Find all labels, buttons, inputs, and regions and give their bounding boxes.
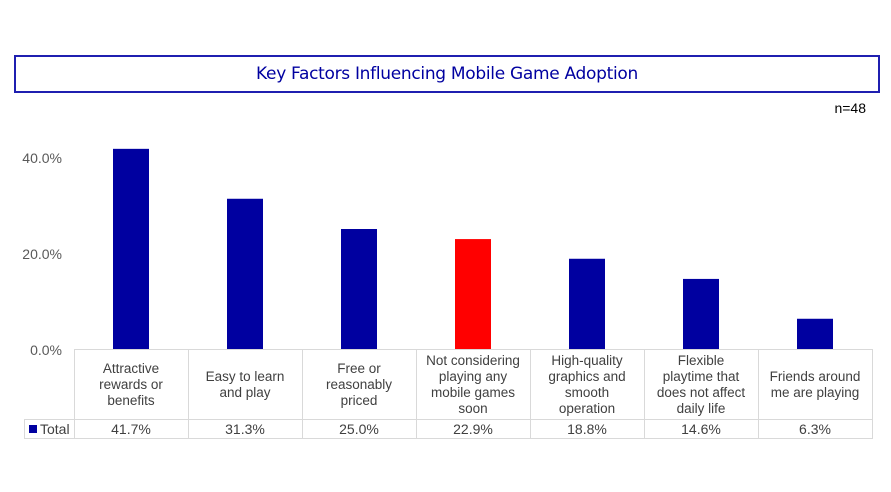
y-tick-label-40: 40.0% [22, 150, 62, 166]
category-label-cell: Easy to learn and play [187, 349, 303, 420]
bar [797, 318, 833, 349]
category-label-cell: Not considering playing any mobile games so… [415, 349, 531, 420]
chart-title-box: Key Factors Influencing Mobile Game Adop… [14, 55, 880, 93]
category-label-cell: Friends around me are playing [757, 349, 873, 420]
category-label-line: playtime that [662, 368, 740, 384]
data-table: Attractive rewards or benefits Easy to lear… [24, 349, 873, 439]
category-label-line: High-quality [551, 352, 623, 368]
bar [569, 258, 605, 349]
category-label-line: Not considering [426, 352, 520, 368]
category-label-line: smooth [564, 384, 610, 400]
category-label-line: does not affect [656, 384, 746, 400]
category-label-line: graphics and [548, 368, 626, 384]
bar [455, 239, 491, 349]
category-label-line: priced [340, 392, 378, 408]
category-label-line: Flexible [677, 352, 725, 368]
category-label-cell: Attractive rewards or benefits [73, 349, 189, 420]
data-label: 22.9% [415, 419, 531, 439]
category-label-cell: Free or reasonably priced [301, 349, 417, 420]
data-label: 25.0% [301, 419, 417, 439]
category-label-line: rewards or [99, 376, 163, 392]
category-label-line: Attractive [102, 360, 160, 376]
bar [113, 148, 149, 349]
category-label-cell: Flexible playtime that does not affect dail… [643, 349, 759, 420]
data-label: 6.3% [757, 419, 873, 439]
category-label-line: reasonably [325, 376, 393, 392]
category-label-line: and play [219, 384, 271, 400]
data-label: 41.7% [73, 419, 189, 439]
chart-title: Key Factors Influencing Mobile Game Adop… [256, 64, 638, 84]
data-label: 31.3% [187, 419, 303, 439]
values-row: Total 41.7% 31.3% 25.0% 22.9% 18.8% 14.6% 6.3% [24, 419, 873, 439]
category-label-line: playing any [438, 368, 508, 384]
table-corner [24, 349, 75, 420]
category-label-line: Easy to learn [205, 368, 285, 384]
y-tick-label-20: 20.0% [22, 246, 62, 262]
series-name: Total [40, 421, 70, 437]
category-label-line: mobile games [430, 384, 516, 400]
legend-key-total [29, 425, 37, 433]
bar [227, 198, 263, 349]
bar [683, 278, 719, 349]
series-label-cell: Total [24, 419, 75, 439]
category-label-line: soon [458, 400, 488, 416]
category-label-line: Free or [337, 360, 381, 376]
data-label: 14.6% [643, 419, 759, 439]
category-label-line: operation [558, 400, 616, 416]
category-row: Attractive rewards or benefits Easy to lear… [24, 349, 873, 420]
data-label: 18.8% [529, 419, 645, 439]
category-label-line: benefits [107, 392, 155, 408]
sample-size-label: n=48 [834, 100, 866, 116]
bar [341, 229, 377, 349]
category-label-line: me are playing [770, 384, 860, 400]
category-label-line: Friends around [769, 368, 861, 384]
category-label-cell: High-quality graphics and smooth operation [529, 349, 645, 420]
category-label-line: daily life [676, 400, 726, 416]
